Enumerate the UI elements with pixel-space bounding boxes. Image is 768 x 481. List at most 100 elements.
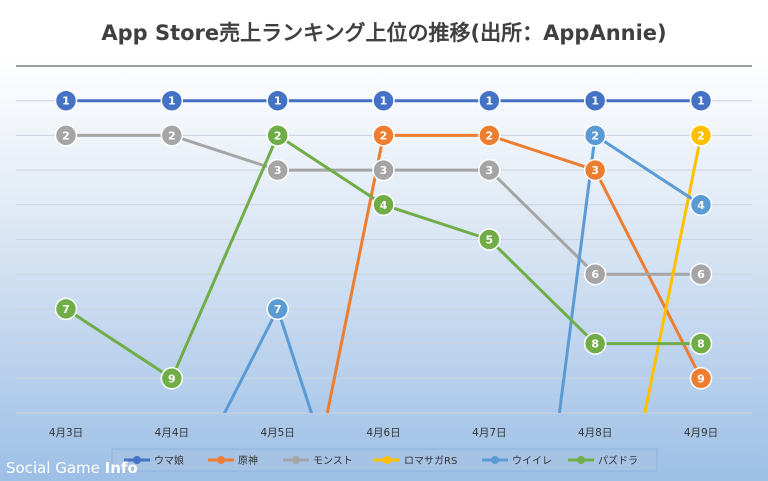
marker-dot (266, 158, 289, 182)
data-point-marker: 3 (583, 158, 607, 182)
marker-dot (266, 89, 289, 112)
data-label: 4 (380, 199, 388, 212)
legend-item: 原神 (208, 454, 258, 467)
chart-title: App Store売上ランキング上位の推移(出所：AppAnnie) (101, 21, 666, 45)
data-point-marker: 7 (266, 297, 289, 321)
x-tick-label: 4月7日 (472, 427, 506, 439)
marker-dot (160, 367, 184, 390)
marker-dot (583, 262, 607, 286)
data-point-marker: 6 (689, 262, 713, 286)
data-label: 1 (380, 95, 388, 108)
legend-label: モンスト (313, 456, 353, 467)
data-label: 1 (486, 95, 494, 108)
data-label: 9 (168, 372, 176, 385)
plot-area: 1 1 1 1 1 1 1 2 2 3 9 2 2 3 3 3 6 6 2 7 2 4 7 9 2 4 5 8 8 (54, 89, 713, 413)
data-point-marker: 9 (689, 367, 713, 390)
data-point-marker: 2 (160, 124, 184, 147)
series-line-segment (325, 133, 385, 413)
marker-dot (478, 228, 501, 251)
data-point-marker: 2 (54, 124, 78, 147)
marker-dot (478, 124, 501, 147)
data-point-marker: 1 (478, 89, 501, 112)
x-tick-label: 4月3日 (49, 427, 83, 439)
data-point-marker: 2 (478, 124, 501, 147)
data-label: 9 (697, 372, 705, 385)
data-point-marker: 8 (689, 332, 713, 355)
series-line-segment (643, 133, 703, 413)
x-tick-label: 4月5日 (260, 427, 294, 439)
data-point-marker: 1 (689, 89, 713, 112)
marker-dot (689, 193, 713, 217)
legend-marker (292, 456, 300, 464)
data-point-marker: 8 (583, 332, 607, 355)
series-line-segment (276, 307, 314, 413)
data-label: 2 (697, 129, 705, 142)
data-point-marker: 2 (689, 124, 713, 147)
data-label: 7 (62, 303, 70, 316)
series-line-segment (557, 133, 597, 413)
series-line-segment (487, 238, 597, 346)
marker-dot (583, 158, 607, 182)
data-label: 1 (591, 95, 599, 108)
x-axis: 4月3日 4月4日 4月5日 4月6日 4月7日 4月8日 4月9日 (49, 427, 718, 439)
data-label: 3 (380, 164, 388, 177)
marker-dot (478, 89, 501, 112)
data-point-marker: 7 (54, 297, 78, 321)
data-point-marker: 1 (583, 89, 607, 112)
legend-item: ロマサガRS (374, 455, 457, 467)
data-label: 6 (591, 268, 599, 281)
legend-item: パズドラ (568, 454, 638, 467)
marker-dot (160, 89, 184, 112)
legend-label: ロマサガRS (404, 455, 457, 467)
data-label: 3 (274, 164, 282, 177)
watermark-text-strong: Info (104, 459, 138, 477)
data-point-marker: 9 (160, 367, 184, 390)
data-label: 8 (591, 338, 599, 351)
marker-dot (372, 158, 395, 182)
data-label: 7 (274, 303, 282, 316)
data-label: 1 (62, 95, 70, 108)
data-label: 3 (486, 164, 494, 177)
data-label: 4 (697, 199, 705, 212)
marker-dot (266, 297, 289, 321)
legend-marker (133, 456, 141, 464)
data-point-marker: 3 (372, 158, 395, 182)
marker-dot (689, 124, 713, 147)
data-label: 1 (274, 95, 282, 108)
data-point-marker: 1 (54, 89, 78, 112)
marker-dot (372, 89, 395, 112)
series-markers: 1 1 1 1 1 1 1 2 2 3 9 2 2 3 3 3 6 6 2 7 2 4 7 9 2 4 5 8 8 (54, 89, 713, 390)
marker-dot (583, 124, 607, 147)
data-point-marker: 4 (372, 193, 395, 217)
marker-dot (372, 193, 395, 217)
marker-dot (689, 89, 713, 112)
marker-dot (689, 367, 713, 390)
marker-dot (54, 297, 78, 321)
data-label: 5 (486, 234, 494, 247)
data-point-marker: 3 (266, 158, 289, 182)
data-label: 2 (62, 129, 70, 142)
data-label: 2 (380, 129, 388, 142)
legend-marker (383, 456, 391, 464)
legend-marker (217, 456, 225, 464)
series-line-segment (170, 133, 280, 380)
data-point-marker: 3 (478, 158, 501, 182)
data-label: 2 (274, 129, 282, 142)
series-line-segment (170, 133, 280, 172)
data-point-marker: 2 (372, 124, 395, 147)
series-lines (64, 99, 703, 413)
legend-item: モンスト (283, 456, 353, 467)
x-tick-label: 4月8日 (578, 427, 612, 439)
data-point-marker: 1 (266, 89, 289, 112)
series-line-segment (593, 133, 703, 207)
watermark: Social Game Info (6, 459, 138, 477)
legend-label: パズドラ (598, 454, 638, 467)
marker-dot (478, 158, 501, 182)
x-tick-label: 4月4日 (155, 427, 189, 439)
marker-dot (583, 89, 607, 112)
data-label: 2 (591, 129, 599, 142)
marker-dot (583, 332, 607, 355)
x-tick-label: 4月6日 (366, 427, 400, 439)
